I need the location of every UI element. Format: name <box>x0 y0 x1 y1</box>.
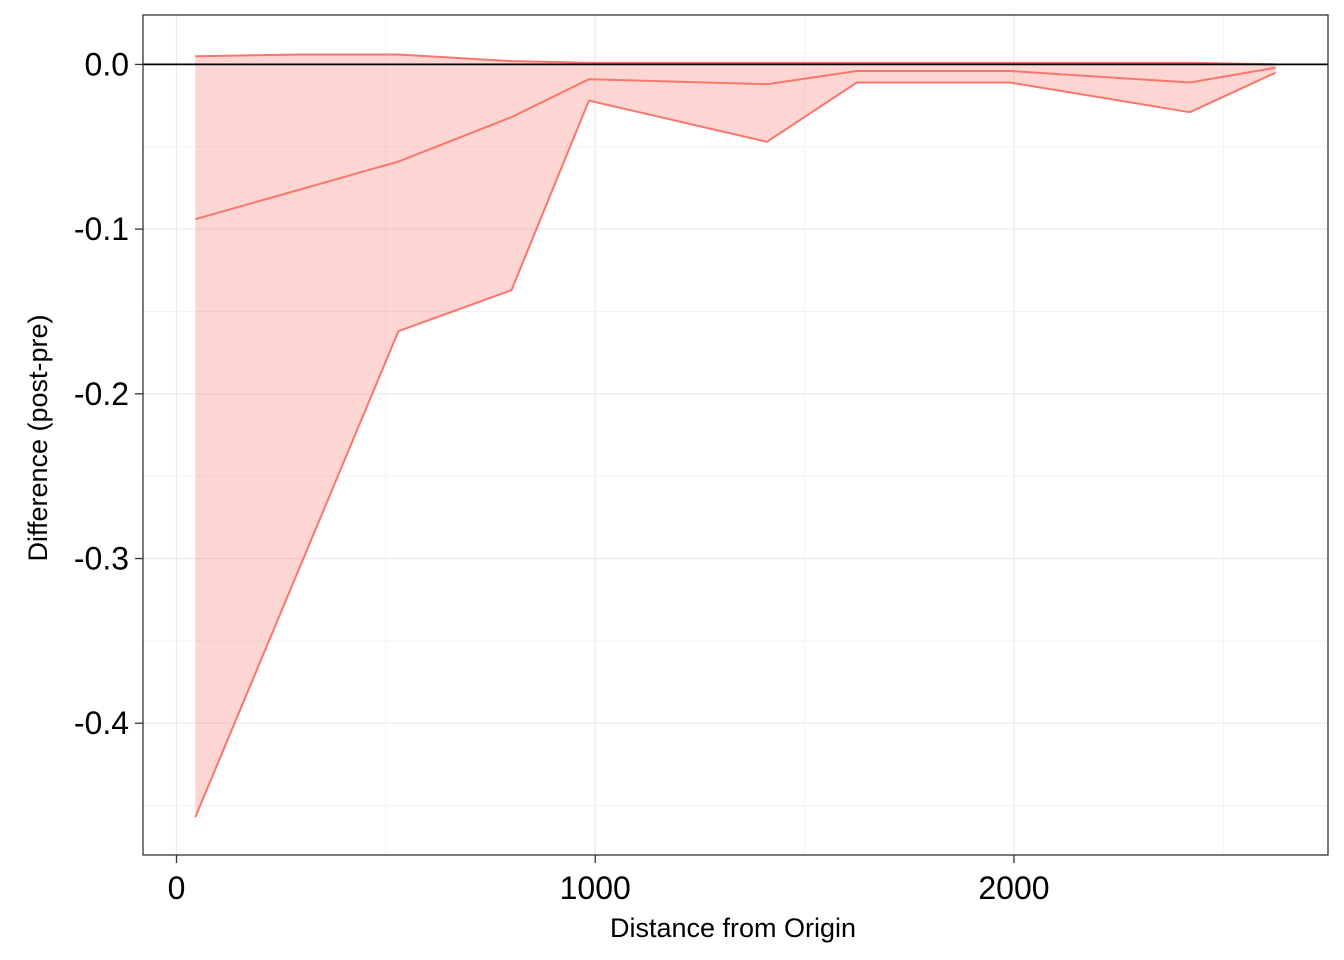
y-tick-label: -0.3 <box>74 541 129 577</box>
confidence-ribbon <box>195 54 1276 818</box>
mean-line <box>195 66 1276 221</box>
y-axis: 0.0 -0.1 -0.2 -0.3 -0.4 <box>74 46 143 741</box>
y-axis-title: Difference (post-pre) <box>23 314 53 561</box>
y-tick-label: -0.1 <box>74 211 129 247</box>
panel-border <box>142 14 1329 856</box>
x-tick-label: 1000 <box>560 870 631 906</box>
panel-background <box>143 15 1328 855</box>
x-tick-label: 0 <box>168 870 186 906</box>
grid-minor <box>143 15 1328 855</box>
y-tick-label: -0.4 <box>74 705 129 741</box>
upper-bound-line <box>195 53 1276 66</box>
lower-bound-line <box>194 71 1277 818</box>
y-tick-label: -0.2 <box>74 376 129 412</box>
x-axis-title: Distance from Origin <box>610 913 856 943</box>
x-tick-label: 2000 <box>978 870 1049 906</box>
x-axis: 0 1000 2000 <box>168 855 1050 906</box>
y-tick-label: 0.0 <box>85 46 129 82</box>
